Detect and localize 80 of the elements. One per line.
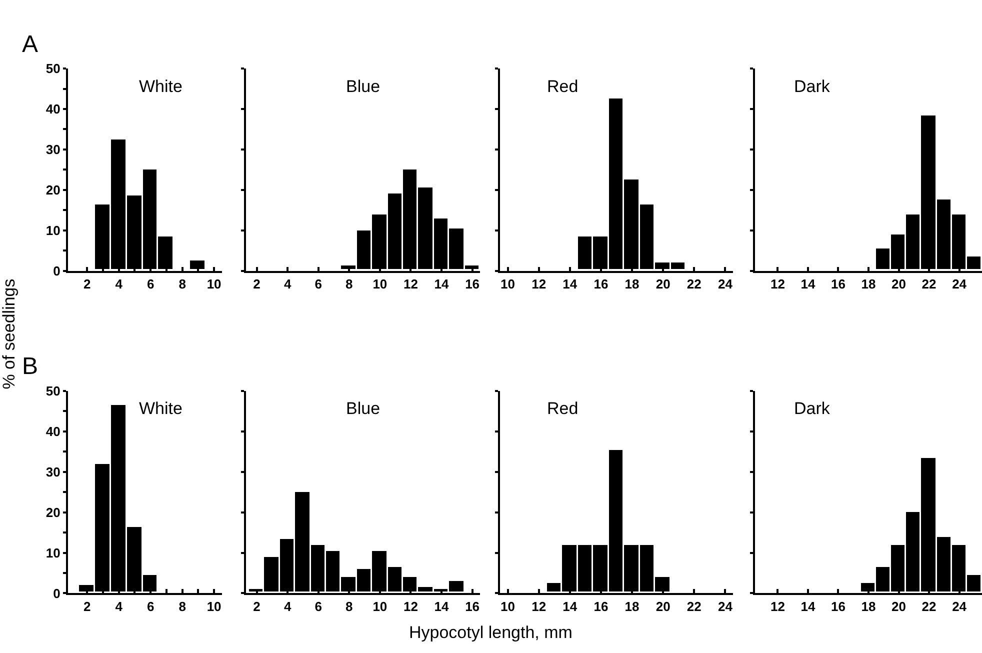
y-tick-label: 10 — [46, 545, 60, 560]
x-tick-label: 16 — [465, 598, 480, 614]
x-tick-label: 24 — [952, 276, 968, 292]
text: White — [139, 399, 182, 418]
x-axis-title: Hypocotyl length, mm — [409, 623, 572, 642]
x-tick-label: 22 — [686, 598, 702, 614]
x-tick-label: 16 — [594, 276, 608, 292]
x-tick-label: 22 — [922, 276, 936, 292]
y-tick-label: 50 — [46, 384, 60, 399]
x-tick-label: 2 — [83, 598, 91, 614]
x-tick-label: 14 — [562, 598, 578, 614]
y-tick-label: 30 — [46, 142, 60, 158]
text: White — [139, 77, 182, 96]
x-tick-label: 8 — [178, 598, 186, 614]
x-tick-label: 2 — [253, 598, 260, 614]
x-tick-label: 10 — [372, 276, 388, 292]
y-tick-label: 10 — [46, 222, 60, 238]
x-tick-label: 14 — [800, 598, 816, 614]
x-tick-label: 8 — [346, 276, 353, 292]
x-tick-label: 4 — [115, 598, 124, 614]
y-tick-label: 0 — [53, 586, 60, 601]
x-tick-label: 16 — [465, 276, 480, 292]
x-tick-label: 14 — [434, 276, 450, 292]
x-tick-label: 16 — [830, 598, 846, 614]
x-tick-label: 20 — [892, 598, 906, 614]
x-tick-label: 20 — [656, 276, 670, 292]
x-tick-label: 6 — [146, 276, 154, 292]
x-tick-label: 18 — [861, 276, 876, 292]
y-tick-label: 50 — [46, 61, 60, 76]
x-tick-label: 4 — [115, 276, 124, 292]
y-axis-title: % of seedlings — [0, 278, 19, 390]
y-tick-label: 0 — [53, 263, 60, 278]
x-tick-label: 18 — [624, 598, 640, 614]
text: A — [22, 31, 38, 58]
x-tick-label: 12 — [770, 276, 785, 292]
x-tick-label: 16 — [830, 276, 846, 292]
x-tick-label: 6 — [146, 598, 154, 614]
x-tick-label: 4 — [284, 598, 292, 614]
text: Blue — [346, 77, 380, 96]
x-tick-label: 4 — [284, 276, 292, 292]
x-tick-label: 22 — [686, 276, 702, 292]
x-tick-label: 2 — [253, 276, 260, 292]
x-tick-label: 10 — [206, 598, 222, 614]
text: B — [22, 353, 38, 380]
x-tick-label: 24 — [718, 598, 734, 614]
x-tick-label: 18 — [624, 276, 640, 292]
text: Red — [547, 399, 578, 418]
x-tick-label: 14 — [434, 598, 450, 614]
x-tick-label: 6 — [314, 598, 322, 614]
text: Dark — [794, 77, 830, 96]
text: Blue — [346, 399, 380, 418]
x-tick-label: 14 — [800, 276, 816, 292]
x-tick-label: 8 — [178, 276, 186, 292]
x-tick-label: 10 — [206, 276, 222, 292]
x-tick-label: 12 — [532, 598, 546, 614]
x-tick-label: 20 — [656, 598, 670, 614]
x-tick-label: 18 — [861, 598, 876, 614]
y-tick-label: 20 — [46, 182, 60, 198]
text: Red — [547, 77, 578, 96]
x-tick-label: 24 — [718, 276, 734, 292]
y-tick-label: 20 — [46, 504, 60, 520]
y-tick-label: 40 — [46, 102, 60, 117]
x-tick-label: 6 — [314, 276, 322, 292]
x-tick-label: 10 — [372, 598, 388, 614]
x-tick-label: 22 — [922, 598, 936, 614]
x-tick-label: 12 — [403, 276, 418, 292]
y-tick-label: 30 — [46, 464, 60, 480]
x-tick-label: 12 — [770, 598, 785, 614]
x-tick-label: 14 — [562, 276, 578, 292]
x-tick-label: 10 — [500, 276, 516, 292]
x-tick-label: 16 — [594, 598, 608, 614]
text: Dark — [794, 399, 830, 418]
x-tick-label: 10 — [500, 598, 516, 614]
y-tick-label: 40 — [46, 424, 60, 439]
x-tick-label: 12 — [403, 598, 418, 614]
x-tick-label: 12 — [532, 276, 546, 292]
x-tick-label: 24 — [952, 598, 968, 614]
x-tick-label: 20 — [892, 276, 906, 292]
x-tick-label: 8 — [346, 598, 353, 614]
x-tick-label: 2 — [83, 276, 91, 292]
